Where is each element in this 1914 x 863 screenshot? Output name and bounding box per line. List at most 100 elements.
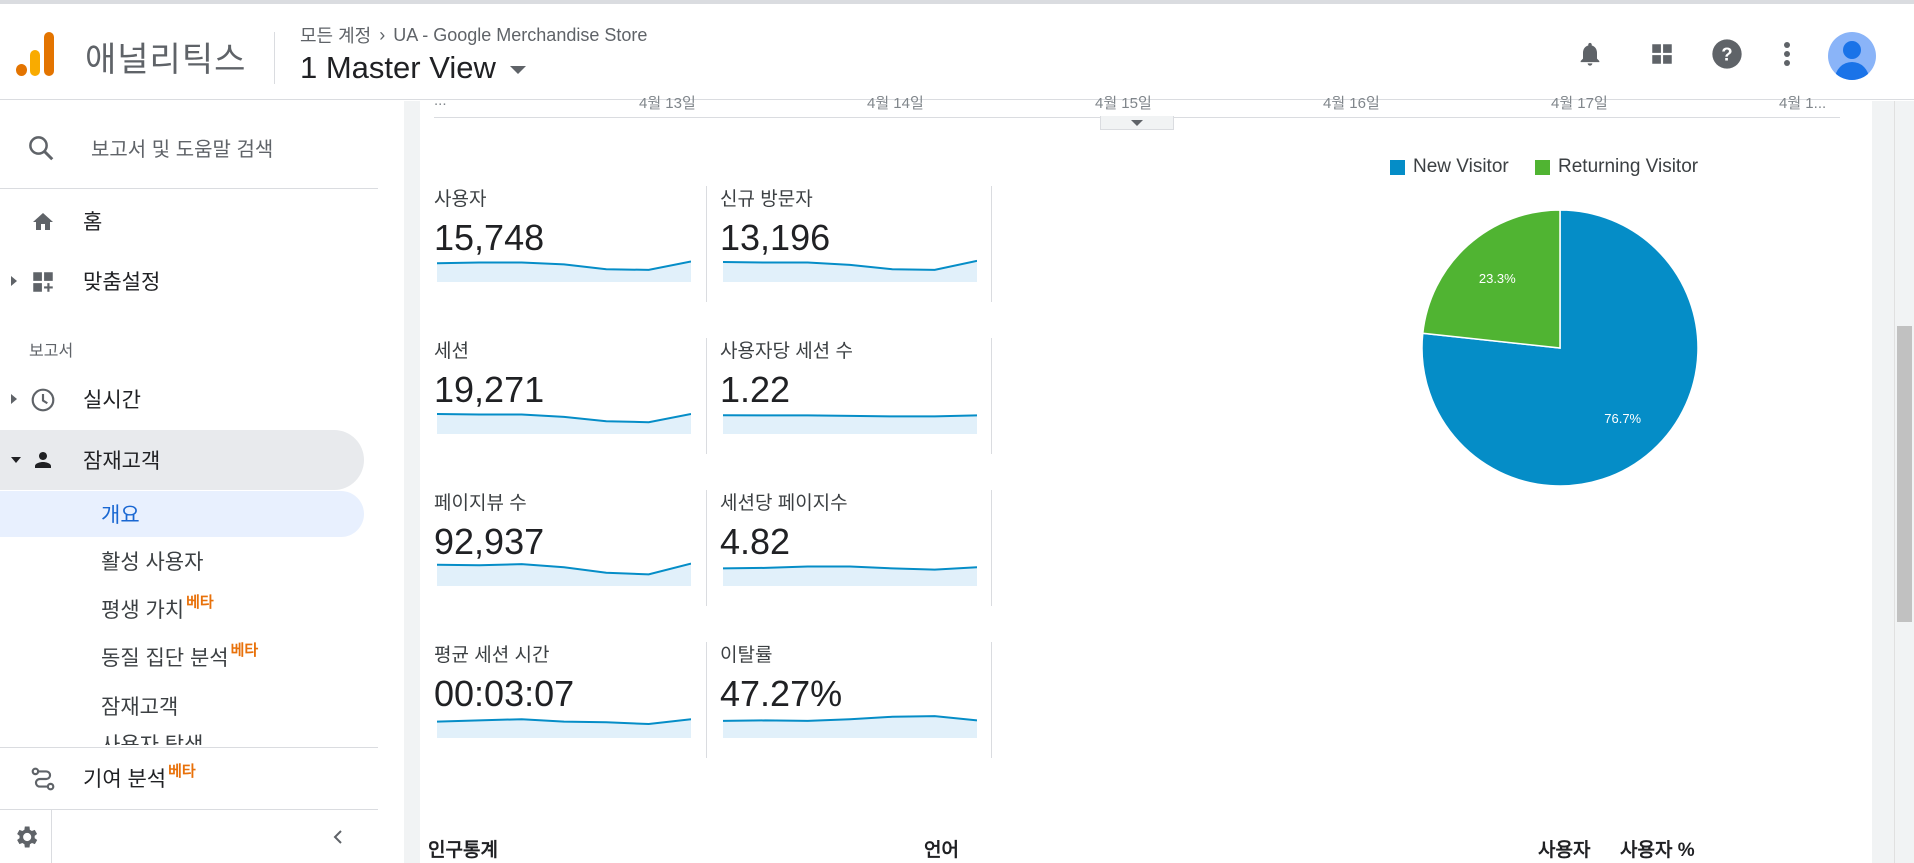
- sidebar-item-label: 잠재고객: [83, 450, 161, 473]
- metric-tile[interactable]: 세션당 페이지수 4.82: [720, 488, 1006, 606]
- metric-divider: [991, 186, 992, 302]
- pie-slice-returning-visitor[interactable]: [1421, 209, 1561, 349]
- sidebar-item-label: 기여 분석: [83, 768, 167, 791]
- sidebar-search[interactable]: 보고서 및 도움말 검색: [0, 101, 378, 189]
- home-icon: [30, 209, 56, 235]
- metric-value: 1.22: [720, 369, 791, 410]
- metric-sparkline: [723, 715, 977, 738]
- top-border: [0, 0, 1914, 4]
- collapse-sidebar-chevron-icon[interactable]: [328, 827, 348, 847]
- dashboard-add-icon: [30, 269, 56, 295]
- breadcrumb-property[interactable]: UA - Google Merchandise Store: [393, 24, 648, 45]
- breadcrumb-root[interactable]: 모든 계정: [300, 26, 372, 46]
- clock-icon: [30, 387, 56, 413]
- metric-tile[interactable]: 사용자당 세션 수 1.22: [720, 336, 1006, 454]
- metric-divider: [991, 642, 992, 758]
- sidebar-subitem-cohort[interactable]: 동질 집단 분석 베타: [0, 634, 364, 680]
- timeline-tick-label: 4월 16일: [1323, 95, 1380, 112]
- sparkline-line: [437, 260, 691, 271]
- sidebar-subitem-label: 잠재고객: [101, 696, 179, 719]
- metric-value: 15,748: [434, 217, 545, 258]
- metric-sparkline: [723, 565, 977, 586]
- metric-divider: [991, 490, 992, 606]
- metric-label: 페이지뷰 수: [434, 493, 527, 514]
- beta-badge: 베타: [230, 642, 259, 659]
- sidebar-subitem-overview[interactable]: 개요: [0, 491, 364, 537]
- sparkline-line: [437, 562, 691, 576]
- metric-label: 세션: [434, 341, 469, 362]
- metric-sparkline: [723, 414, 977, 434]
- metric-value: 19,271: [434, 369, 545, 410]
- metric-sparkline: [437, 260, 691, 282]
- metric-tile[interactable]: 이탈률 47.27%: [720, 640, 1006, 758]
- table-header-users-pct: 사용자 %: [1620, 840, 1695, 861]
- timeline-tick-label: 4월 17일: [1551, 95, 1608, 112]
- sparkline-line: [723, 259, 977, 271]
- metric-label: 신규 방문자: [720, 189, 813, 210]
- expand-arrow-icon[interactable]: [11, 276, 17, 286]
- account-avatar[interactable]: [1828, 32, 1876, 80]
- metric-tile[interactable]: 사용자 15,748: [434, 184, 720, 302]
- sidebar-item-label: 맞춤설정: [83, 271, 161, 294]
- sparkline-area: [723, 566, 977, 586]
- chevron-right-icon: ›: [379, 24, 386, 45]
- view-name: 1 Master View: [300, 50, 496, 85]
- timeline-collapse-handle[interactable]: [1100, 116, 1174, 130]
- header-divider: [274, 32, 275, 84]
- apps-grid-icon[interactable]: [1642, 34, 1682, 74]
- metric-value: 47.27%: [720, 673, 843, 714]
- metric-sparkline: [437, 562, 691, 586]
- svg-text:?: ?: [1721, 44, 1732, 65]
- sidebar-item-attribution[interactable]: 기여 분석 베타: [0, 754, 378, 802]
- metric-sparkline: [437, 413, 691, 434]
- metric-value: 13,196: [720, 217, 831, 258]
- sidebar-subitem-label: 활성 사용자: [101, 551, 204, 574]
- table-header-language: 언어: [924, 840, 959, 861]
- metric-divider: [706, 490, 707, 606]
- timeline-tick-label: 4월 15일: [1095, 95, 1152, 112]
- metric-tile[interactable]: 신규 방문자 13,196: [720, 184, 1006, 302]
- metric-tile[interactable]: 평균 세션 시간 00:03:07: [434, 640, 720, 758]
- legend-item-returning-visitor: Returning Visitor: [1535, 156, 1698, 178]
- legend-item-new-visitor: New Visitor: [1390, 156, 1509, 178]
- sparkline-line: [723, 715, 977, 722]
- sidebar-subitem-label: 동질 집단 분석: [101, 647, 229, 670]
- help-icon[interactable]: ?: [1707, 34, 1747, 74]
- legend-swatch: [1535, 159, 1550, 175]
- bell-icon[interactable]: [1570, 34, 1610, 74]
- more-vert-icon[interactable]: [1767, 34, 1807, 74]
- sparkline-line: [437, 718, 691, 726]
- sparkline-line: [723, 414, 977, 418]
- sidebar-subitem-label: 평생 가치: [101, 599, 185, 622]
- beta-badge: 베타: [168, 763, 196, 780]
- sidebar-subitem-user-explorer[interactable]: 사용자 탐색: [0, 725, 364, 745]
- legend-label: Returning Visitor: [1558, 156, 1699, 177]
- timeline-axis: ... 4월 13일 4월 14일 4월 15일 4월 16일 4월 17일 4월 1...: [434, 92, 1840, 118]
- visitor-pie-chart: 76.7% 23.3%: [1421, 209, 1699, 487]
- metric-tile[interactable]: 페이지뷰 수 92,937: [434, 488, 720, 606]
- sidebar: 보고서 및 도움말 검색 홈 맞춤설정 보고서 실시간 잠재고객 개요 활성 사…: [0, 101, 404, 863]
- settings-gear-icon[interactable]: [0, 810, 52, 863]
- expand-arrow-icon[interactable]: [11, 394, 17, 404]
- breadcrumb[interactable]: 모든 계정 › UA - Google Merchandise Store: [300, 22, 647, 48]
- view-selector[interactable]: 1 Master View: [300, 50, 526, 86]
- sidebar-subitem-active-users[interactable]: 활성 사용자: [0, 538, 364, 584]
- sidebar-item-realtime[interactable]: 실시간: [0, 375, 378, 423]
- app-name[interactable]: 애널리틱스: [85, 41, 247, 79]
- sidebar-item-audience[interactable]: 잠재고객: [0, 430, 364, 490]
- sidebar-item-home[interactable]: 홈: [0, 197, 378, 245]
- sidebar-item-customization[interactable]: 맞춤설정: [0, 257, 378, 305]
- metric-tile[interactable]: 세션 19,271: [434, 336, 720, 454]
- metric-divider: [991, 338, 992, 454]
- sparkline-area: [437, 414, 691, 434]
- sparkline-area: [723, 415, 977, 434]
- collapse-arrow-icon[interactable]: [11, 457, 21, 463]
- sidebar-subitem-audiences[interactable]: 잠재고객: [0, 683, 364, 729]
- scrollbar-thumb[interactable]: [1897, 326, 1912, 622]
- caret-down-icon: [509, 66, 526, 74]
- sidebar-item-label: 실시간: [83, 389, 141, 412]
- metric-value: 00:03:07: [434, 673, 575, 714]
- sidebar-subitem-lifetime-value[interactable]: 평생 가치 베타: [0, 586, 364, 632]
- analytics-logo-icon[interactable]: [16, 32, 56, 76]
- sidebar-subitem-label: 사용자 탐색: [101, 729, 203, 745]
